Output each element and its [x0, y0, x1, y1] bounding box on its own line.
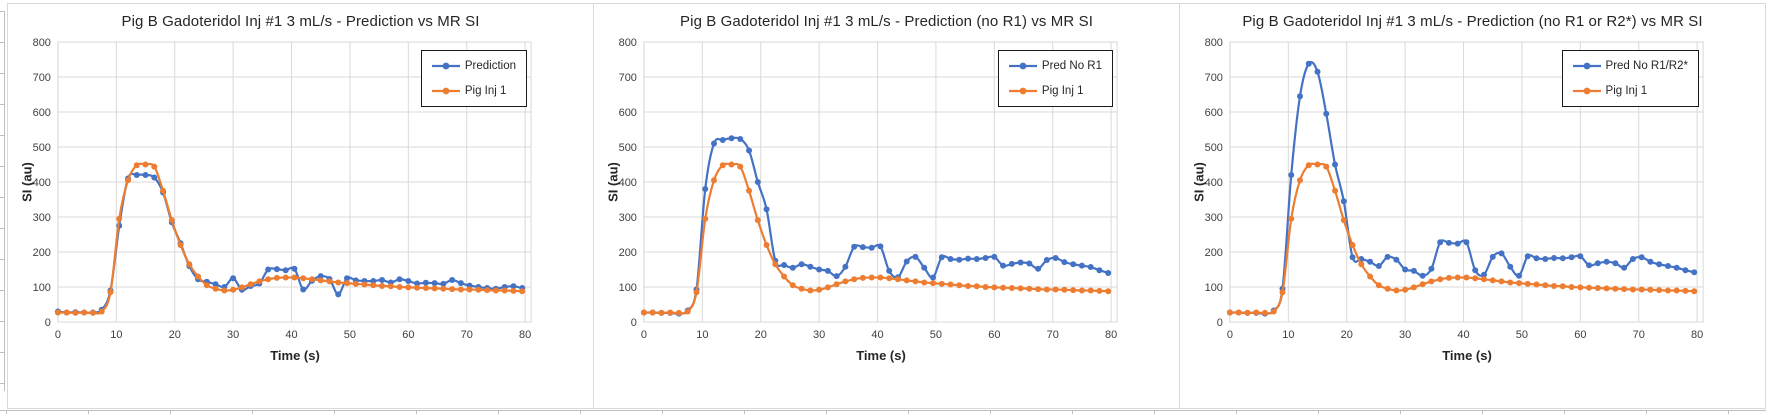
- svg-text:0: 0: [45, 317, 51, 329]
- legend-item: Prediction: [431, 60, 516, 72]
- svg-text:10: 10: [110, 329, 122, 341]
- svg-text:600: 600: [1205, 107, 1223, 119]
- legend-line-marker-icon: [1008, 62, 1037, 70]
- legend-item: Pig Inj 1: [431, 85, 516, 97]
- legend-line-marker-icon: [1572, 87, 1601, 95]
- svg-text:700: 700: [619, 72, 637, 84]
- legend-line-marker-icon: [1008, 87, 1037, 95]
- svg-text:100: 100: [33, 282, 51, 294]
- svg-text:0: 0: [1227, 329, 1233, 341]
- y-axis-title: SI (au): [19, 162, 35, 202]
- svg-text:50: 50: [930, 329, 942, 341]
- svg-text:400: 400: [33, 177, 51, 189]
- legend-label: Pred No R1/R2*: [1605, 60, 1688, 72]
- svg-text:0: 0: [1217, 317, 1223, 329]
- svg-text:700: 700: [33, 72, 51, 84]
- svg-text:20: 20: [1341, 329, 1353, 341]
- svg-text:800: 800: [33, 37, 51, 49]
- svg-text:700: 700: [1205, 72, 1223, 84]
- svg-text:50: 50: [344, 329, 356, 341]
- svg-text:500: 500: [33, 142, 51, 154]
- x-axis-title: Time (s): [270, 348, 320, 363]
- y-axis-title: SI (au): [605, 162, 621, 202]
- svg-text:80: 80: [1105, 329, 1117, 341]
- y-axis-title: SI (au): [1191, 162, 1207, 202]
- x-axis-title: Time (s): [1442, 348, 1492, 363]
- legend-label: Pig Inj 1: [1041, 85, 1084, 97]
- cropped-chart-edge-left: [0, 3, 7, 407]
- svg-text:800: 800: [1205, 37, 1223, 49]
- svg-text:60: 60: [1574, 329, 1586, 341]
- chart-title: Pig B Gadoteridol Inj #1 3 mL/s - Predic…: [680, 13, 1093, 30]
- svg-text:60: 60: [402, 329, 414, 341]
- svg-text:100: 100: [1205, 282, 1223, 294]
- svg-text:10: 10: [1282, 329, 1294, 341]
- svg-text:70: 70: [1633, 329, 1645, 341]
- svg-text:300: 300: [619, 212, 637, 224]
- svg-text:500: 500: [1205, 142, 1223, 154]
- cropped-axis-ticks: [0, 11, 4, 391]
- legend-label: Pred No R1: [1041, 60, 1102, 72]
- cropped-axis-line: [4, 11, 5, 391]
- chart-title: Pig B Gadoteridol Inj #1 3 mL/s - Predic…: [1242, 13, 1703, 30]
- svg-text:600: 600: [619, 107, 637, 119]
- legend: Pred No R1/R2* Pig Inj 1: [1561, 50, 1699, 107]
- svg-text:300: 300: [1205, 212, 1223, 224]
- svg-text:40: 40: [871, 329, 883, 341]
- svg-text:800: 800: [619, 37, 637, 49]
- cropped-chart-edge-bottom: [0, 410, 1766, 411]
- svg-text:600: 600: [33, 107, 51, 119]
- svg-text:60: 60: [988, 329, 1000, 341]
- plot-area: 0 100 200 300 400 500 600 700 800 0 10 20 30 40 50 60 70…: [33, 37, 532, 341]
- svg-text:30: 30: [1399, 329, 1411, 341]
- legend: Prediction Pig Inj 1: [420, 50, 527, 107]
- svg-text:80: 80: [519, 329, 531, 341]
- chart-panel-prediction-no-r1-r2: 0 100 200 300 400 500 600 700 800 0 10 20 30 40 50 60 70…: [1179, 3, 1766, 409]
- svg-text:0: 0: [641, 329, 647, 341]
- svg-text:40: 40: [285, 329, 297, 341]
- svg-text:300: 300: [33, 212, 51, 224]
- legend-item: Pig Inj 1: [1572, 85, 1688, 97]
- chart-panel-prediction: 0 100 200 300 400 500 600 700 800 0 10 20 30 40 50 60 70…: [7, 3, 594, 409]
- svg-text:0: 0: [55, 329, 61, 341]
- legend-item: Pig Inj 1: [1008, 85, 1102, 97]
- svg-text:400: 400: [619, 177, 637, 189]
- svg-text:70: 70: [461, 329, 473, 341]
- legend-label: Pig Inj 1: [1605, 85, 1648, 97]
- x-axis-title: Time (s): [856, 348, 906, 363]
- legend-line-marker-icon: [1572, 62, 1601, 70]
- svg-text:70: 70: [1047, 329, 1059, 341]
- chart-title: Pig B Gadoteridol Inj #1 3 mL/s - Predic…: [121, 13, 480, 30]
- legend-line-marker-icon: [431, 87, 460, 95]
- cropped-axis-ticks-bottom: [6, 411, 1766, 414]
- legend-line-marker-icon: [431, 62, 460, 70]
- legend: Pred No R1 Pig Inj 1: [997, 50, 1113, 107]
- svg-text:20: 20: [755, 329, 767, 341]
- legend-label: Prediction: [464, 60, 516, 72]
- svg-text:500: 500: [619, 142, 637, 154]
- plot-area: 0 100 200 300 400 500 600 700 800 0 10 20 30 40 50 60 70…: [619, 37, 1118, 341]
- chart-panel-prediction-no-r1: 0 100 200 300 400 500 600 700 800 0 10 20 30 40 50 60 70…: [593, 3, 1180, 409]
- svg-text:200: 200: [619, 247, 637, 259]
- svg-text:400: 400: [1205, 177, 1223, 189]
- svg-text:80: 80: [1691, 329, 1703, 341]
- legend-label: Pig Inj 1: [464, 85, 507, 97]
- svg-text:0: 0: [631, 317, 637, 329]
- svg-text:50: 50: [1516, 329, 1528, 341]
- legend-item: Pred No R1: [1008, 60, 1102, 72]
- svg-text:10: 10: [696, 329, 708, 341]
- svg-text:30: 30: [813, 329, 825, 341]
- svg-text:40: 40: [1457, 329, 1469, 341]
- legend-item: Pred No R1/R2*: [1572, 60, 1688, 72]
- svg-text:20: 20: [169, 329, 181, 341]
- svg-text:100: 100: [619, 282, 637, 294]
- svg-text:30: 30: [227, 329, 239, 341]
- svg-text:200: 200: [33, 247, 51, 259]
- svg-text:200: 200: [1205, 247, 1223, 259]
